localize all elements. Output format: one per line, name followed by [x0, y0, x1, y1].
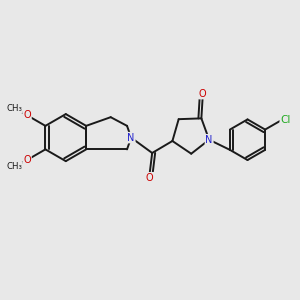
Text: Cl: Cl — [280, 115, 291, 125]
Text: CH₃: CH₃ — [6, 162, 22, 171]
Text: O: O — [199, 88, 206, 99]
Text: N: N — [206, 135, 213, 145]
Text: CH₃: CH₃ — [6, 104, 22, 113]
Text: O: O — [23, 155, 31, 165]
Text: O: O — [146, 173, 154, 183]
Text: O: O — [23, 110, 31, 120]
Text: N: N — [128, 133, 135, 142]
